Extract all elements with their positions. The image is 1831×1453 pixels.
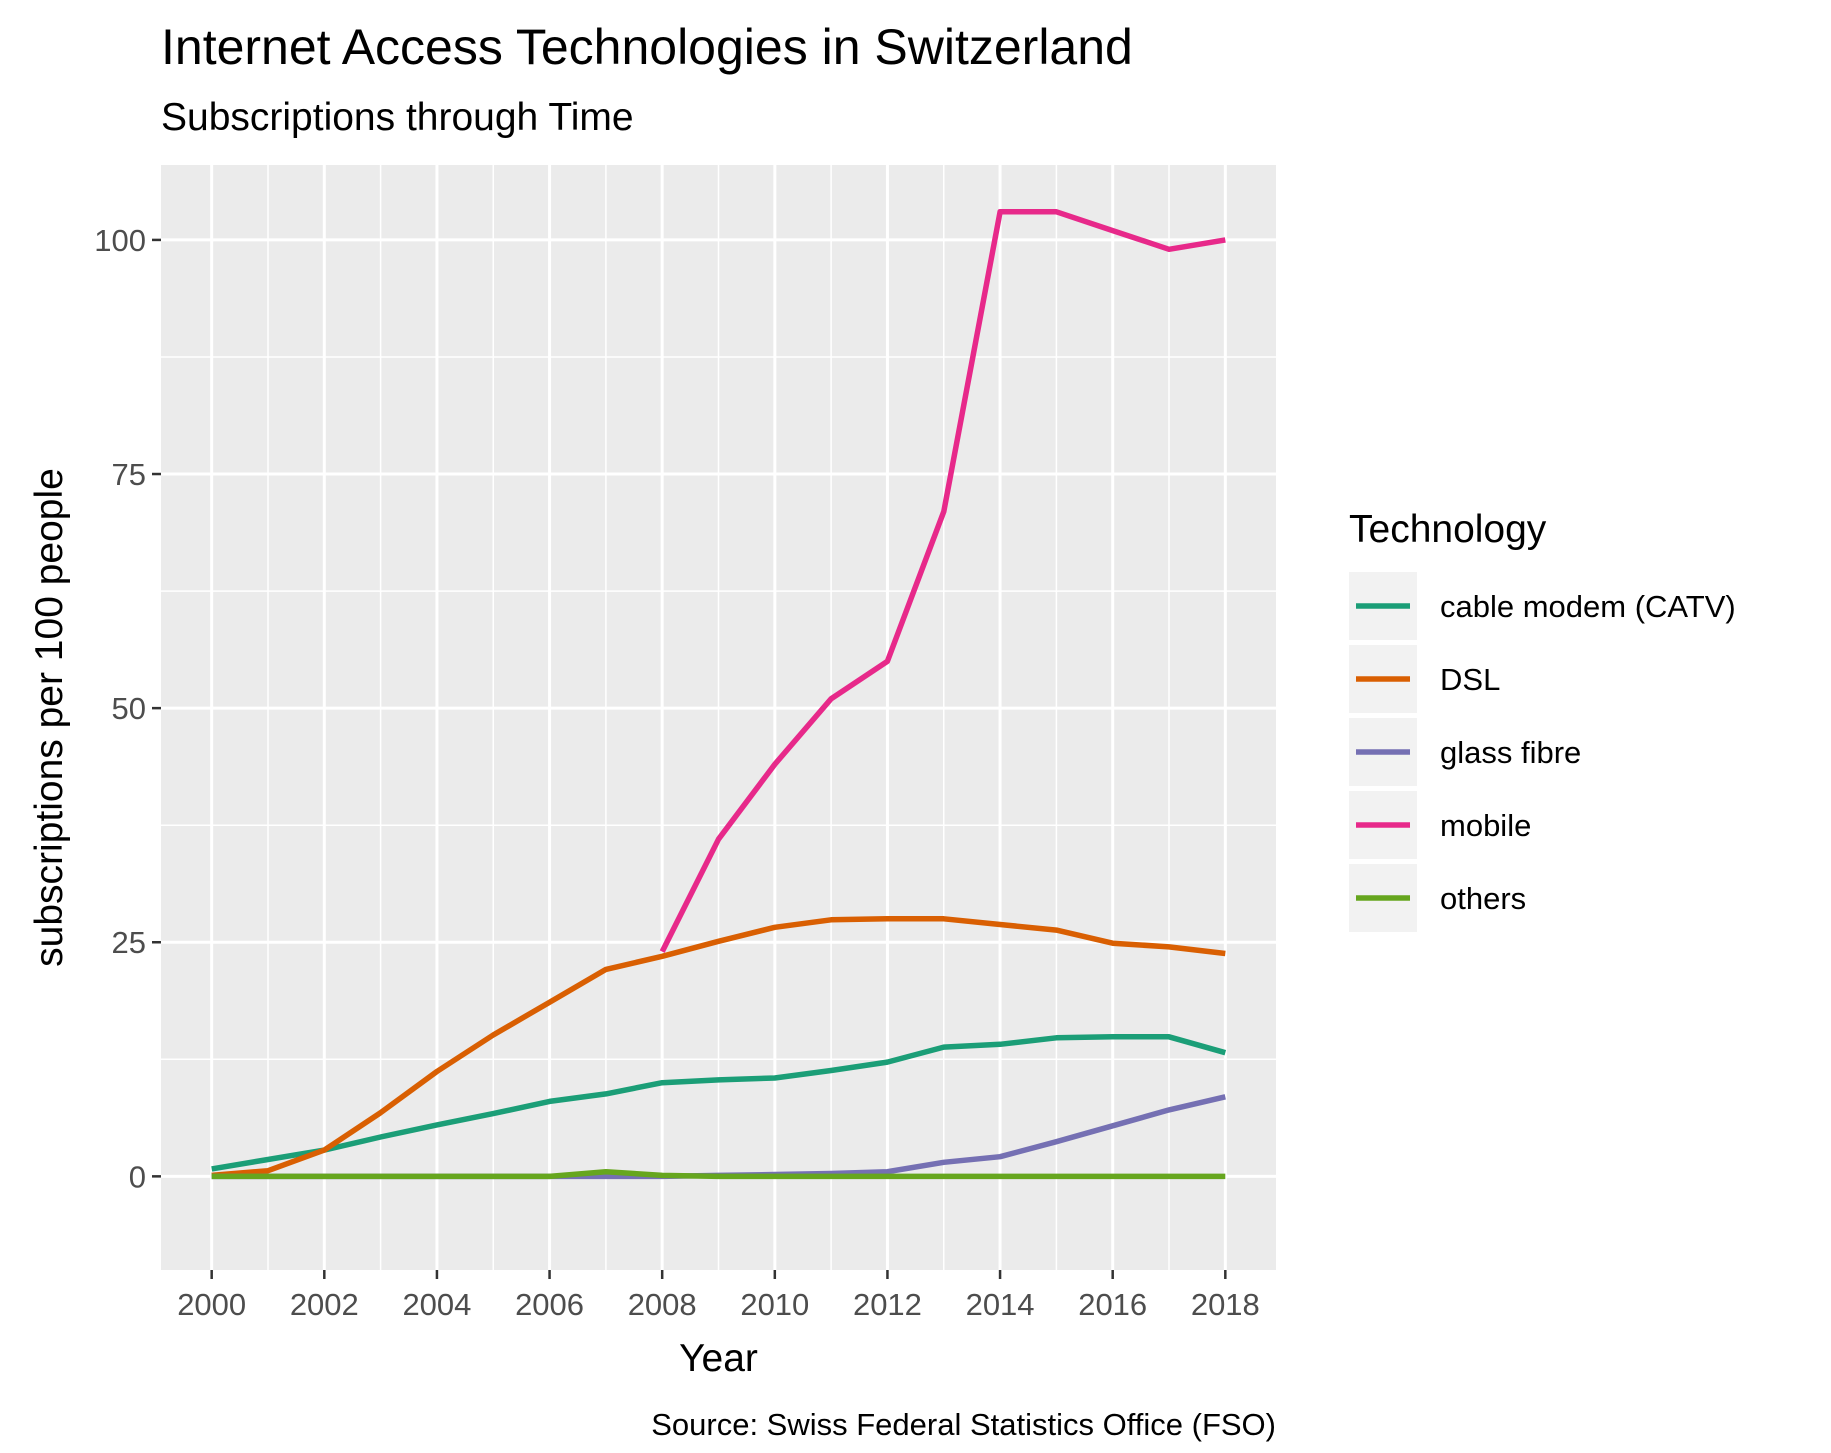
legend-label: mobile: [1440, 808, 1531, 843]
chart-title: Internet Access Technologies in Switzerl…: [161, 19, 1133, 75]
chart-subtitle: Subscriptions through Time: [161, 96, 634, 139]
x-tick-label: 2016: [1078, 1287, 1147, 1322]
series-line-mobile: [659, 209, 1226, 953]
x-tick-label: 2012: [853, 1287, 922, 1322]
x-tick-label: 2000: [177, 1287, 246, 1322]
y-tick-label: 75: [112, 457, 146, 492]
chart-caption: Source: Swiss Federal Statistics Office …: [651, 1407, 1276, 1442]
legend-label: glass fibre: [1440, 735, 1581, 770]
y-tick-label: 0: [129, 1159, 146, 1194]
series-line-dsl: [211, 916, 1226, 1179]
x-tick-label: 2014: [966, 1287, 1035, 1322]
series-line-cable-modem-catv: [211, 1034, 1227, 1172]
legend-label: cable modem (CATV): [1440, 589, 1736, 624]
x-tick-label: 2006: [515, 1287, 584, 1322]
x-tick-label: 2010: [740, 1287, 809, 1322]
legend-label: DSL: [1440, 662, 1500, 697]
tick-labels: 2000 2002 2004 2006 2008 2010 2012 2014 2016 2018…: [94, 223, 1260, 1322]
minor-gridlines: [161, 165, 1276, 1270]
x-axis-title: Year: [679, 1337, 758, 1380]
series-lines: [211, 209, 1227, 1180]
series-line-others: [211, 1168, 1226, 1180]
y-tick-label: 25: [112, 925, 146, 960]
legend-title: Technology: [1349, 508, 1547, 551]
x-tick-label: 2004: [402, 1287, 471, 1322]
y-tick-label: 100: [94, 223, 146, 258]
x-tick-label: 2002: [290, 1287, 359, 1322]
legend: cable modem (CATV) DSL glass fibre mobile ot…: [1349, 572, 1736, 932]
y-axis-title: subscriptions per 100 people: [28, 468, 71, 967]
x-tick-label: 2008: [628, 1287, 697, 1322]
y-tick-label: 50: [112, 691, 146, 726]
legend-label: others: [1440, 881, 1526, 916]
axis-ticks: [152, 238, 1227, 1279]
x-tick-label: 2018: [1191, 1287, 1260, 1322]
